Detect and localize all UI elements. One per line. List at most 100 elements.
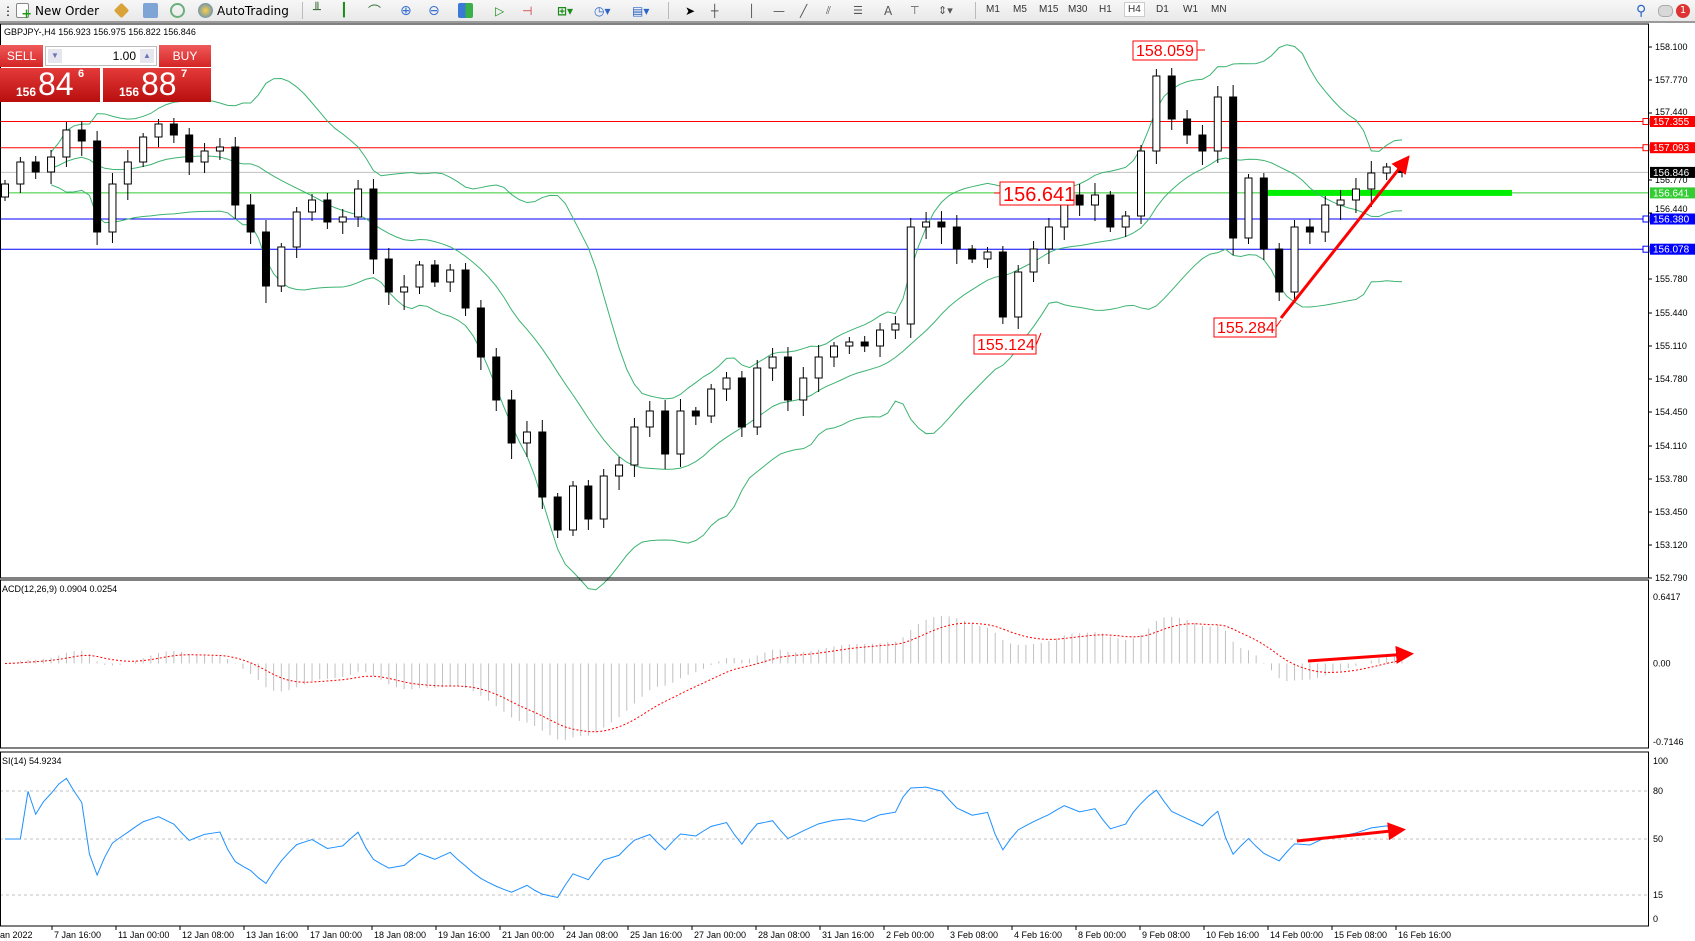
buy-price-button[interactable]: 156 88 7	[103, 66, 211, 102]
timeframe-h1[interactable]: H1	[1099, 4, 1112, 15]
buy-button[interactable]: BUY	[159, 45, 211, 67]
timeframe-m1[interactable]: M1	[986, 4, 1000, 15]
horizontal-line-button[interactable]: —	[773, 2, 785, 19]
time-tick-label: 4 Feb 16:00	[1014, 930, 1062, 940]
sell-price-button[interactable]: 156 84 6	[0, 66, 100, 102]
navigator-button[interactable]	[143, 2, 158, 19]
rsi-axis-label: 80	[1653, 786, 1663, 796]
zoom-in-button[interactable]: ⊕	[400, 2, 412, 19]
bar-chart-icon: ╨	[313, 3, 321, 18]
bear-candle	[1167, 75, 1176, 120]
price-tick-label: 153.780	[1655, 474, 1688, 484]
timeframe-mn[interactable]: MN	[1211, 4, 1227, 15]
lot-increase-button[interactable]: ▲	[140, 49, 154, 63]
new-order-button[interactable]: + New Order	[16, 2, 99, 21]
text-label-icon: ⊤	[910, 4, 920, 17]
periods-button[interactable]: ◷▾	[594, 2, 611, 19]
indicators-button[interactable]: ⊞▾	[557, 2, 573, 19]
bear-candle	[261, 231, 270, 287]
time-tick-label: 18 Jan 08:00	[374, 930, 426, 940]
trendline-button[interactable]: ╱	[800, 2, 807, 19]
bull-candle	[676, 410, 685, 455]
search-icon: ⚲	[1636, 2, 1647, 19]
price-tick-label: 154.780	[1655, 374, 1688, 384]
level-price-tag	[1650, 243, 1695, 255]
bull-candle	[62, 129, 71, 158]
bear-candle	[185, 134, 194, 163]
bull-candle	[16, 161, 25, 185]
crosshair-button[interactable]: ┼	[711, 2, 718, 19]
equidistant-channel-button[interactable]: ⫽	[826, 2, 831, 19]
lot-size-field[interactable]: ▼ 1.00 ▲	[45, 46, 157, 66]
vertical-line-button[interactable]: │	[748, 2, 755, 19]
arrows-icon: ⇕▾	[938, 4, 953, 17]
level-price-tag	[1650, 166, 1695, 178]
search-button[interactable]: ⚲	[1636, 2, 1646, 19]
level-price-tag	[1650, 213, 1695, 225]
bull-candle	[47, 156, 56, 173]
timeframe-h4[interactable]: H4	[1124, 2, 1145, 17]
cursor-button[interactable]: ➤	[685, 2, 695, 19]
fibonacci-button[interactable]: ☰	[853, 2, 863, 19]
timeframe-m30[interactable]: M30	[1068, 4, 1088, 15]
bull-candle	[338, 216, 347, 223]
timeframe-d1[interactable]: D1	[1156, 4, 1169, 15]
price-label-leader	[1275, 319, 1282, 328]
rsi-line	[5, 777, 1403, 899]
time-tick-label: 7 Jan 16:00	[54, 930, 101, 940]
price-tick-label: 154.450	[1655, 407, 1688, 417]
market-watch-button[interactable]	[113, 2, 130, 19]
bull-candle	[630, 426, 639, 466]
auto-scroll-button[interactable]: ▷	[495, 2, 504, 19]
timeframe-w1[interactable]: W1	[1183, 4, 1198, 15]
timeframe-m5[interactable]: M5	[1013, 4, 1027, 15]
bull-candle	[1044, 226, 1053, 250]
bull-candle	[215, 146, 224, 152]
bull-candle	[200, 150, 209, 163]
text-label-button[interactable]: ⊤	[910, 2, 920, 19]
signals-button[interactable]	[170, 2, 185, 19]
periods-icon: ◷▾	[594, 3, 611, 18]
autotrading-button[interactable]: AutoTrading	[198, 2, 289, 19]
timeframe-m15[interactable]: M15	[1039, 4, 1059, 15]
bear-candle	[783, 356, 792, 401]
tile-windows-button[interactable]	[458, 2, 473, 19]
price-tick-label: 155.440	[1655, 308, 1688, 318]
sell-button[interactable]: SELL	[0, 45, 43, 67]
bull-candle	[415, 264, 424, 288]
toolbar-separator	[302, 2, 303, 19]
notifications-icon	[1658, 4, 1673, 17]
equidistant-channel-icon: ⫽	[826, 3, 831, 17]
bar-chart-button[interactable]: ╨	[313, 2, 321, 19]
time-tick-label: 10 Feb 16:00	[1206, 930, 1259, 940]
signals-icon	[170, 3, 185, 18]
chart-shift-icon: ⊣	[522, 3, 533, 18]
arrows-button[interactable]: ⇕▾	[938, 2, 953, 19]
zoom-out-button[interactable]: ⊖	[428, 2, 440, 19]
text-button[interactable]: A	[884, 2, 892, 19]
buy-price-main: 88	[141, 66, 177, 102]
bear-candle	[937, 221, 946, 228]
rsi-axis-label: 100	[1653, 756, 1668, 766]
time-tick-label: 13 Jan 16:00	[246, 930, 298, 940]
lot-decrease-button[interactable]: ▼	[48, 49, 62, 63]
bull-candle	[707, 388, 716, 417]
line-chart-button[interactable]: ⌒	[368, 2, 381, 20]
support-zone-bar	[1262, 189, 1512, 196]
notifications-button[interactable]: 1	[1658, 2, 1690, 19]
lot-size-value[interactable]: 1.00	[112, 49, 136, 63]
time-tick-label: 21 Jan 00:00	[502, 930, 554, 940]
bear-candle	[860, 341, 869, 347]
candlestick-button[interactable]: ┃	[340, 2, 348, 19]
bear-candle	[476, 307, 485, 358]
rsi-axis-label: 15	[1653, 890, 1663, 900]
bull-candle	[876, 329, 885, 347]
bear-candle	[246, 204, 255, 233]
bull-candle	[1014, 271, 1023, 318]
bull-candle	[277, 246, 286, 287]
buy-price-big: 156	[119, 85, 140, 99]
bull-candle	[139, 136, 148, 163]
chart-shift-button[interactable]: ⊣	[522, 2, 532, 19]
templates-button[interactable]: ▤▾	[632, 2, 649, 19]
